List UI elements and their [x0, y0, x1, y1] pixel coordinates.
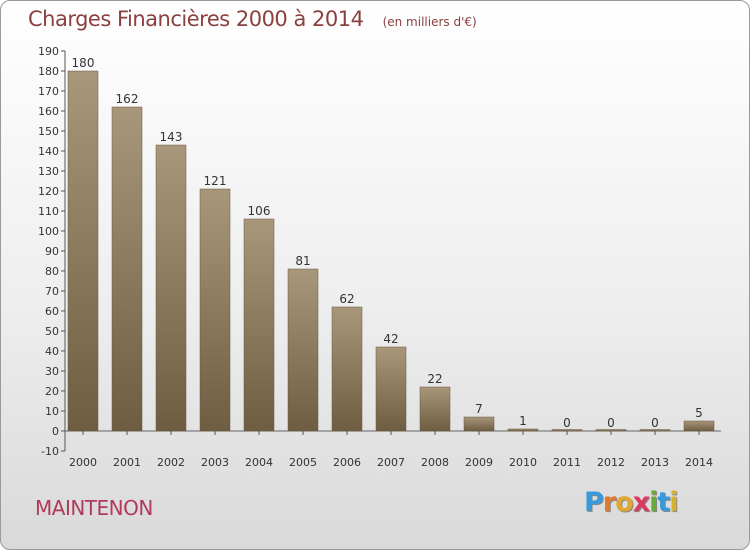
y-tick-label: 30: [45, 365, 59, 378]
y-tick-label: 190: [38, 45, 59, 58]
value-label: 106: [248, 204, 271, 218]
y-tick-label: 100: [38, 225, 59, 238]
bar: [419, 386, 451, 432]
y-tick-label: 20: [45, 385, 59, 398]
y-tick-label: 0: [52, 425, 59, 438]
x-tick-label: 2009: [465, 456, 493, 469]
logo-letter: P: [584, 487, 604, 518]
chart-title: Charges Financières 2000 à 2014: [28, 7, 364, 31]
logo-letter: i: [649, 487, 658, 518]
value-label: 81: [295, 254, 310, 268]
y-tick-label: 120: [38, 185, 59, 198]
title-row: Charges Financières 2000 à 2014 (en mill…: [28, 7, 477, 31]
bar: [683, 420, 715, 432]
bar: [375, 346, 407, 432]
value-label: 121: [204, 174, 227, 188]
value-label: 7: [475, 402, 483, 416]
y-tick-label: 90: [45, 245, 59, 258]
y-tick-label: 110: [38, 205, 59, 218]
bar: [287, 268, 319, 432]
logo-letter: x: [632, 487, 650, 518]
value-label: 0: [607, 416, 615, 430]
value-label: 0: [563, 416, 571, 430]
value-label: 162: [116, 92, 139, 106]
x-tick-label: 2011: [553, 456, 581, 469]
x-tick-label: 2013: [641, 456, 669, 469]
y-tick-label: 70: [45, 285, 59, 298]
value-label: 42: [383, 332, 398, 346]
y-tick-label: 150: [38, 125, 59, 138]
y-tick-label: 160: [38, 105, 59, 118]
y-tick-label: 180: [38, 65, 59, 78]
chart-subtitle: (en milliers d'€): [382, 15, 477, 29]
value-label: 1: [519, 414, 527, 428]
x-tick-label: 2002: [157, 456, 185, 469]
logo-letter: o: [615, 487, 634, 518]
x-tick-label: 2005: [289, 456, 317, 469]
bar: [243, 218, 275, 432]
y-tick-label: -10: [41, 445, 59, 458]
value-label: 22: [427, 372, 442, 386]
proxiti-logo: Proxiti: [584, 487, 679, 518]
bar: [67, 70, 99, 432]
value-label: 5: [695, 406, 703, 420]
y-tick-label: 50: [45, 325, 59, 338]
bar: [111, 106, 143, 432]
x-tick-label: 2000: [69, 456, 97, 469]
logo-letter: t: [657, 487, 670, 518]
x-tick-label: 2003: [201, 456, 229, 469]
x-tick-label: 2008: [421, 456, 449, 469]
x-tick-label: 2010: [509, 456, 537, 469]
logo-letter: r: [602, 487, 616, 518]
y-tick-label: 60: [45, 305, 59, 318]
city-name: MAINTENON: [35, 496, 153, 520]
y-tick-label: 40: [45, 345, 59, 358]
value-label: 143: [160, 130, 183, 144]
bar: [463, 416, 495, 432]
value-label: 0: [651, 416, 659, 430]
x-tick-label: 2007: [377, 456, 405, 469]
x-tick-label: 2001: [113, 456, 141, 469]
value-label: 180: [72, 56, 95, 70]
bar: [155, 144, 187, 432]
bar: [199, 188, 231, 432]
x-tick-label: 2004: [245, 456, 273, 469]
y-tick-label: 170: [38, 85, 59, 98]
bar: [331, 306, 363, 432]
y-tick-label: 80: [45, 265, 59, 278]
x-tick-label: 2006: [333, 456, 361, 469]
logo-letter: i: [669, 487, 678, 518]
x-tick-label: 2012: [597, 456, 625, 469]
x-tick-label: 2014: [685, 456, 713, 469]
y-tick-label: 130: [38, 165, 59, 178]
y-tick-label: 10: [45, 405, 59, 418]
value-label: 62: [339, 292, 354, 306]
bar: [507, 428, 539, 432]
y-tick-label: 140: [38, 145, 59, 158]
